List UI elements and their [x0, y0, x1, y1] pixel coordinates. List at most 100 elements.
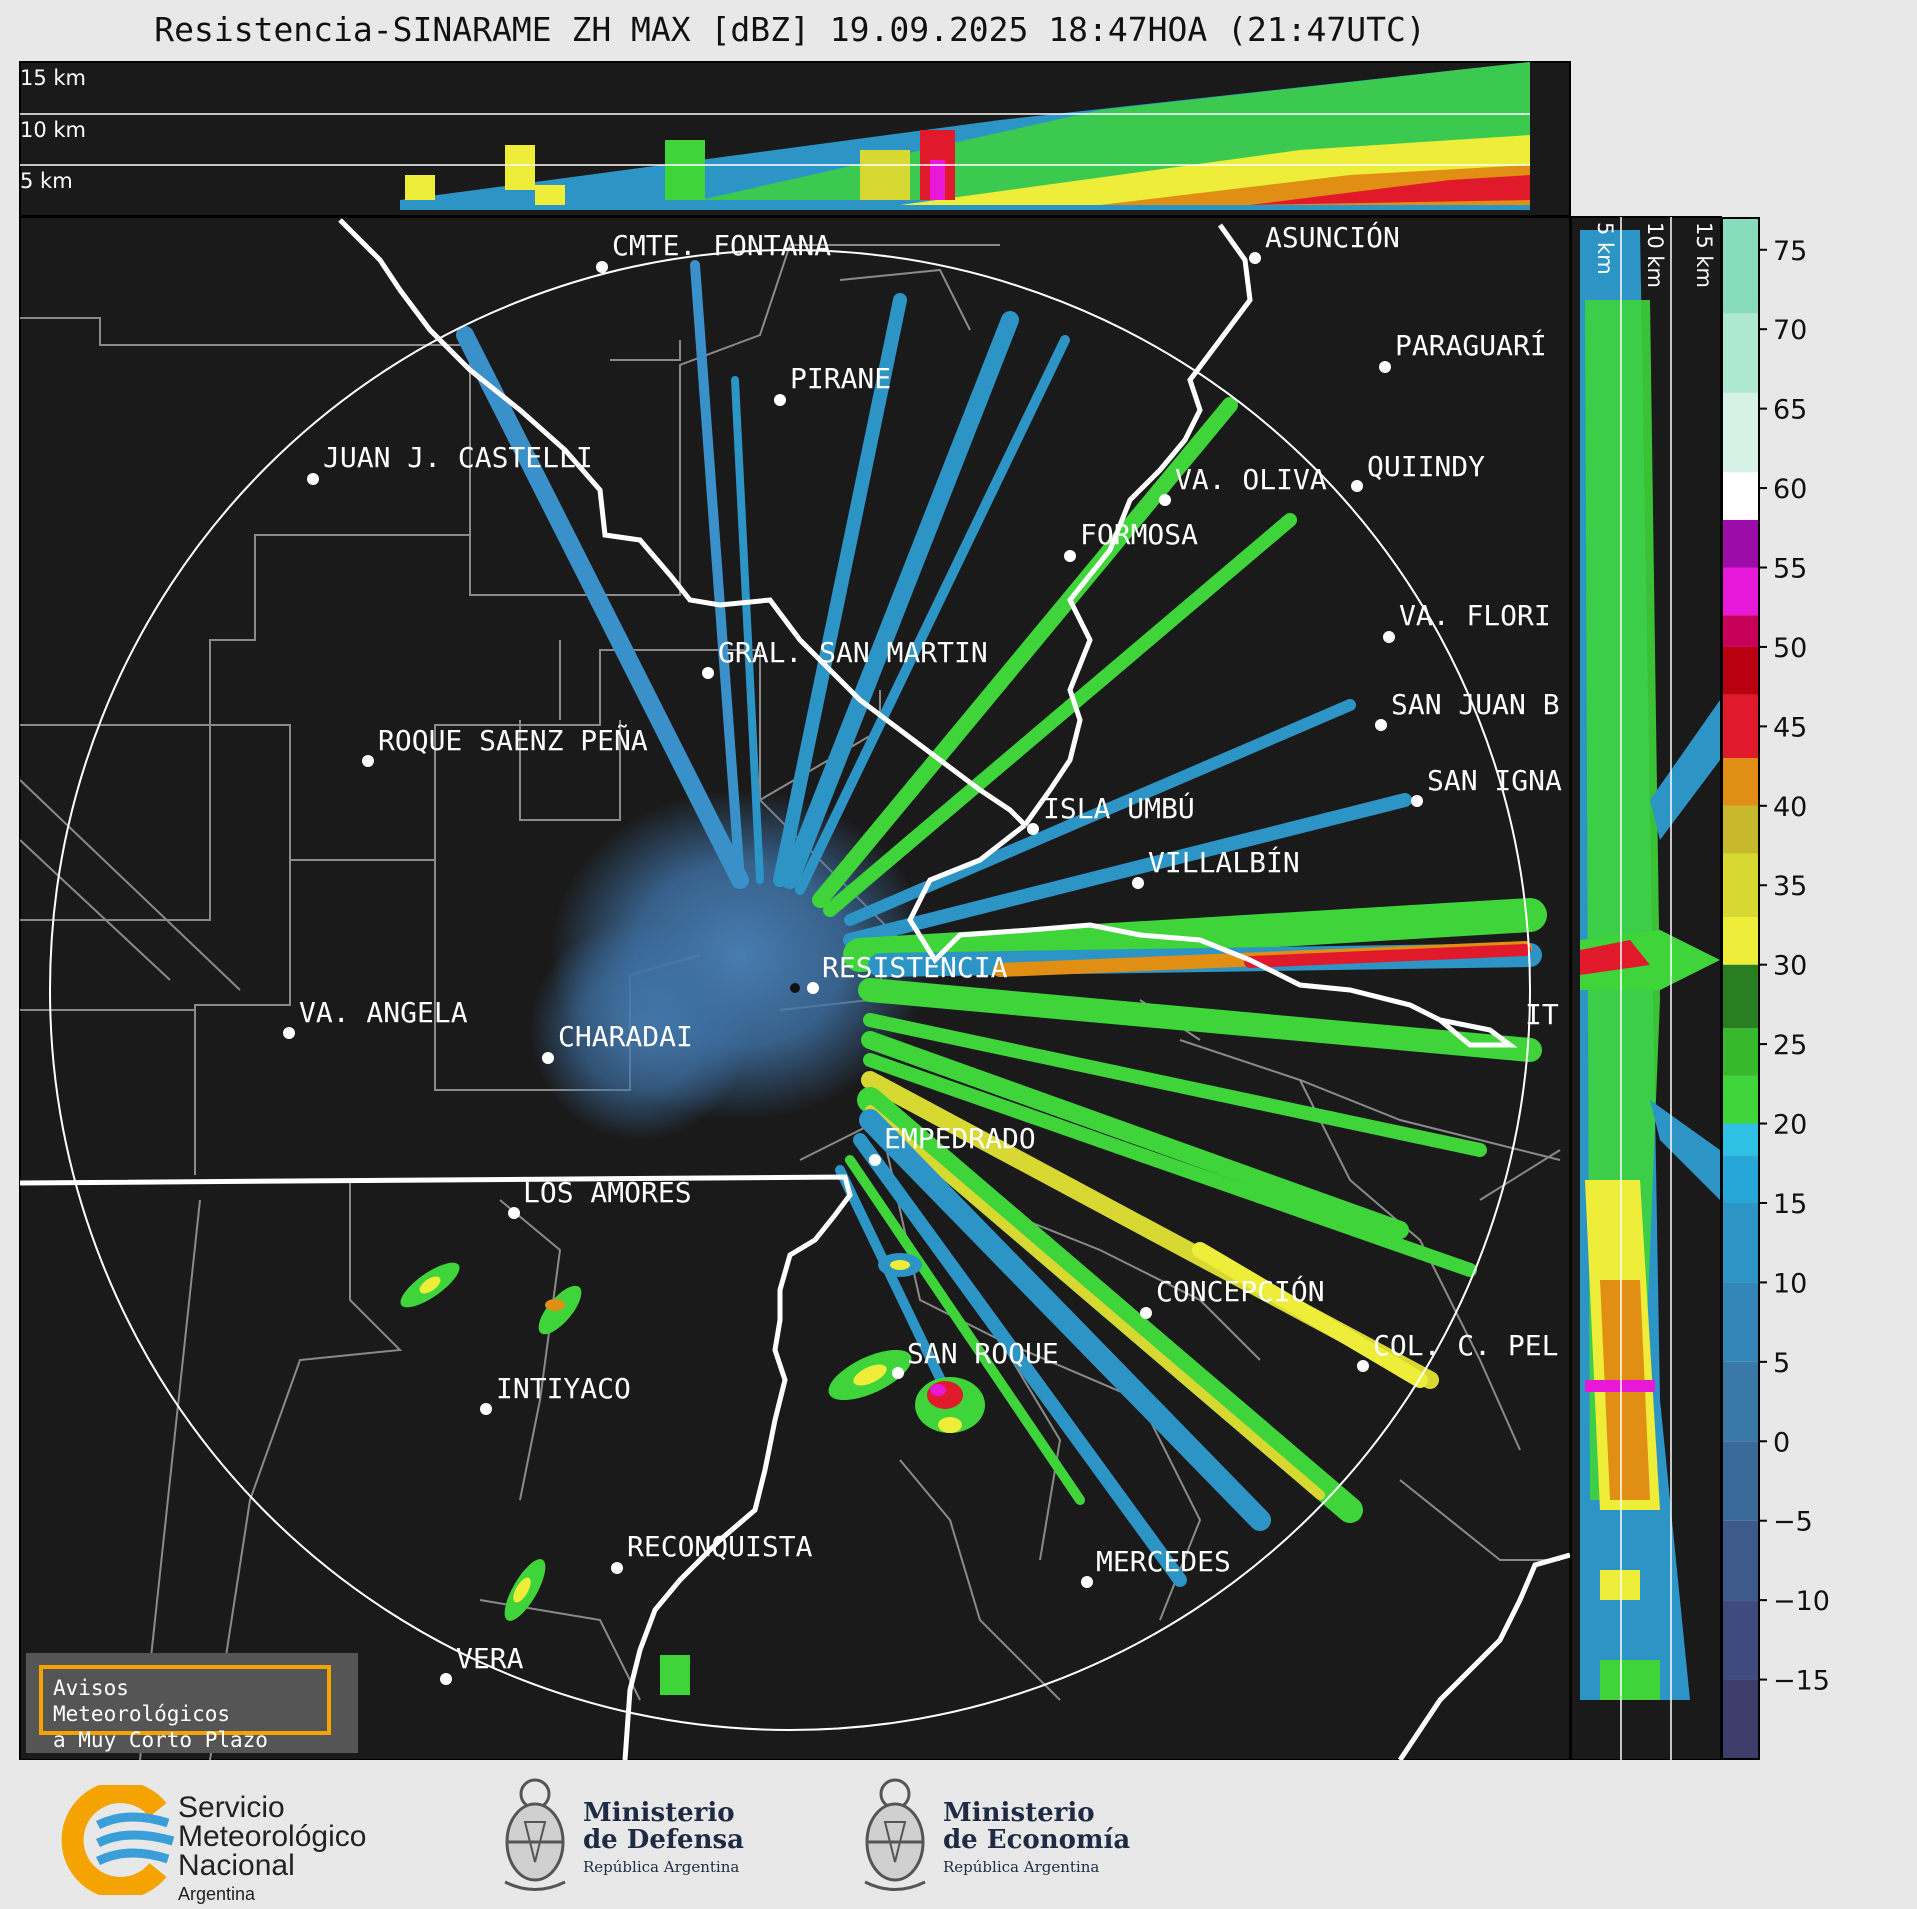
- top-height-label-15km: 15 km: [20, 66, 86, 90]
- city-empedrado: EMPEDRADO: [869, 1122, 1036, 1166]
- colorbar-tick-label: 15: [1773, 1189, 1807, 1220]
- defensa-line-1: Ministerio: [583, 1798, 735, 1828]
- side-height-label-5km: 5 km: [1593, 222, 1617, 275]
- notice-line-2: a Muy Corto Plazo: [53, 1728, 268, 1752]
- city-mercedes: MERCEDES: [1081, 1545, 1231, 1588]
- city-isla-umbu: ISLA UMBÚ: [1027, 791, 1195, 835]
- svg-text:CHARADAI: CHARADAI: [558, 1020, 693, 1053]
- notice-panel: Avisos Meteorológicos a Muy Corto Plazo: [26, 1653, 358, 1753]
- defensa-line-3: República Argentina: [583, 1858, 740, 1876]
- city-va-angela: VA. ANGELA: [283, 996, 468, 1039]
- smn-emblem-icon: [61, 1781, 175, 1899]
- svg-text:GRAL. SAN MARTIN: GRAL. SAN MARTIN: [718, 636, 988, 669]
- colorbar-band: [1722, 392, 1759, 473]
- notice-box[interactable]: Avisos Meteorológicos a Muy Corto Plazo: [39, 1665, 331, 1752]
- city-formosa: FORMOSA: [1064, 518, 1198, 562]
- svg-text:SAN JUAN B: SAN JUAN B: [1391, 688, 1560, 721]
- svg-text:QUIINDY: QUIINDY: [1367, 450, 1485, 483]
- side-height-label-10km: 10 km: [1643, 222, 1667, 288]
- city-charadai: CHARADAI: [542, 1020, 693, 1064]
- svg-text:PIRANE: PIRANE: [790, 362, 891, 395]
- colorbar-tick-label: 75: [1773, 236, 1807, 267]
- svg-text:FORMOSA: FORMOSA: [1080, 518, 1198, 551]
- svg-text:VERA: VERA: [456, 1642, 524, 1675]
- svg-text:JUAN J. CASTELLI: JUAN J. CASTELLI: [323, 441, 593, 474]
- range-ring: [49, 249, 1531, 1731]
- svg-text:PARAGUARÍ: PARAGUARÍ: [1395, 328, 1547, 362]
- city-quiindy: QUIINDY: [1351, 450, 1485, 492]
- storm-cells: [400, 1253, 985, 1695]
- radar-map: CMTE. FONTANA ASUNCIÓN PIRANE PARAGUARÍ …: [19, 216, 1571, 1761]
- colorbar-tick-label: 25: [1773, 1030, 1807, 1061]
- colorbar-tick-label: 40: [1773, 792, 1807, 823]
- colorbar-band: [1722, 805, 1759, 854]
- colorbar-band: [1722, 1361, 1759, 1442]
- svg-text:ROQUE SAENZ PEÑA: ROQUE SAENZ PEÑA: [378, 723, 648, 757]
- colorbar-tick-label: 70: [1773, 315, 1807, 346]
- colorbar-band: [1722, 472, 1759, 520]
- colorbar-tick-label: 50: [1773, 633, 1807, 664]
- colorbar-band: [1722, 218, 1759, 314]
- colorbar-band: [1722, 758, 1759, 806]
- footer-logos: Servicio Meteorológico Nacional Argentin…: [0, 1760, 1917, 1909]
- colorbar-tick-label: 5: [1773, 1348, 1790, 1379]
- svg-text:SAN ROQUE: SAN ROQUE: [907, 1337, 1059, 1370]
- svg-text:LOS AMORES: LOS AMORES: [523, 1176, 692, 1209]
- colorbar-tick-label: 45: [1773, 712, 1807, 743]
- colorbar-tick-label: 0: [1773, 1427, 1790, 1458]
- colorbar-band: [1722, 1155, 1759, 1203]
- top-height-label-10km: 10 km: [20, 118, 86, 142]
- city-vera: VERA: [440, 1642, 524, 1685]
- svg-text:CONCEPCIÓN: CONCEPCIÓN: [1156, 1274, 1325, 1308]
- svg-text:INTIYACO: INTIYACO: [496, 1372, 631, 1405]
- notice-line-1: Avisos Meteorológicos: [53, 1676, 231, 1726]
- svg-text:RECONQUISTA: RECONQUISTA: [627, 1530, 813, 1563]
- city-san-roque: SAN ROQUE: [892, 1337, 1059, 1379]
- national-shield-icon: [504, 1778, 566, 1891]
- smn-line-1: Servicio: [178, 1791, 285, 1824]
- city-los-amores: LOS AMORES: [508, 1176, 692, 1219]
- colorbar-band: [1722, 917, 1759, 965]
- colorbar-tick-label: 30: [1773, 951, 1807, 982]
- city-asuncion: ASUNCIÓN: [1249, 220, 1400, 264]
- colorbar-band: [1722, 567, 1759, 616]
- colorbar-tick-label: 10: [1773, 1268, 1807, 1299]
- colorbar-tick-label: −15: [1773, 1666, 1830, 1697]
- colorbar-tick-label: 35: [1773, 871, 1807, 902]
- smn-line-4: Argentina: [178, 1884, 256, 1904]
- svg-text:CMTE. FONTANA: CMTE. FONTANA: [612, 229, 831, 262]
- defensa-line-2: de Defensa: [583, 1825, 744, 1855]
- city-san-igna: SAN IGNA: [1411, 764, 1562, 807]
- svg-text:RESISTENCIA: RESISTENCIA: [822, 951, 1008, 984]
- map-title: Resistencia-SINARAME ZH MAX [dBZ] 19.09.…: [154, 10, 1426, 49]
- colorbar-band: [1722, 964, 1759, 1029]
- svg-text:VA. OLIVA: VA. OLIVA: [1175, 463, 1327, 496]
- city-col-c-pel: COL. C. PEL: [1357, 1329, 1558, 1372]
- city-va-oliva: VA. OLIVA: [1159, 463, 1327, 506]
- colorbar-band: [1722, 313, 1759, 393]
- colorbar-band: [1722, 1028, 1759, 1076]
- city-markers: CMTE. FONTANA ASUNCIÓN PIRANE PARAGUARÍ …: [283, 220, 1562, 1685]
- svg-text:SAN IGNA: SAN IGNA: [1427, 764, 1562, 797]
- svg-text:VA. ANGELA: VA. ANGELA: [299, 996, 468, 1029]
- city-paraguari: PARAGUARÍ: [1379, 328, 1547, 373]
- economia-line-3: República Argentina: [943, 1858, 1100, 1876]
- economia-logo: Ministerio de Economía República Argenti…: [855, 1772, 1135, 1902]
- svg-text:VA. FLORI: VA. FLORI: [1399, 599, 1551, 632]
- city-cmte-fontana: CMTE. FONTANA: [596, 229, 831, 273]
- city-juan-j-castelli: JUAN J. CASTELLI: [307, 441, 593, 485]
- colorbar-band: [1722, 1679, 1759, 1759]
- colorbar-band: [1722, 1520, 1759, 1601]
- top-cross-section-panel: 15 km 10 km 5 km: [19, 61, 1571, 217]
- city-villalbin: VILLALBÍN: [1132, 845, 1300, 889]
- city-va-flori: VA. FLORI: [1383, 599, 1551, 643]
- city-reconquista: RECONQUISTA: [611, 1530, 813, 1574]
- side-height-label-15km: 15 km: [1692, 222, 1716, 288]
- colorbar-band: [1722, 615, 1759, 647]
- colorbar-tick-label: 20: [1773, 1110, 1807, 1141]
- top-height-label-5km: 5 km: [20, 169, 73, 193]
- city-pirane: PIRANE: [774, 362, 891, 406]
- colorbar-tick-label: 55: [1773, 554, 1807, 585]
